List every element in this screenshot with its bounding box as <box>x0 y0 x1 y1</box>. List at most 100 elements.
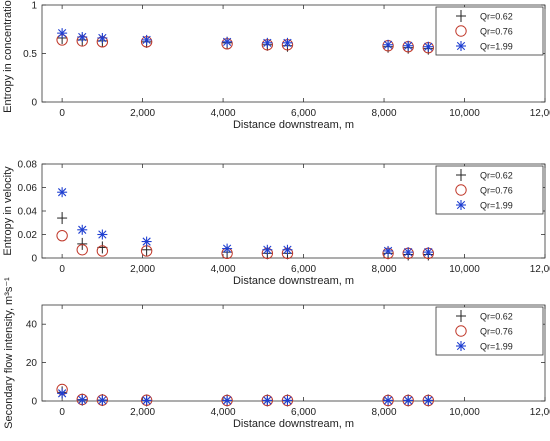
x-tick-label: 0 <box>59 264 65 275</box>
data-point <box>382 394 394 407</box>
x-tick-label: 0 <box>59 108 65 119</box>
legend: Qr=0.62 Qr=0.76 Qr=1.99 <box>435 165 544 215</box>
data-point <box>383 245 394 256</box>
x-tick-label: 6,000 <box>291 264 316 275</box>
data-point <box>423 395 434 406</box>
x-tick-label: 8,000 <box>372 264 397 275</box>
data-point <box>222 243 233 254</box>
data-point <box>262 244 273 255</box>
legend-marker <box>456 200 466 210</box>
y-tick-label: 0.02 <box>18 230 38 241</box>
data-point <box>97 395 108 406</box>
data-point <box>76 244 88 256</box>
y-axis-label: Entropy in concentration <box>2 0 14 113</box>
series-3 <box>57 187 434 258</box>
data-point <box>141 34 152 45</box>
legend: Qr=0.62 Qr=0.76 Qr=1.99 <box>435 6 544 56</box>
legend-marker <box>456 10 466 22</box>
data-point <box>282 395 293 406</box>
x-tick-label: 10,000 <box>449 407 480 418</box>
data-point <box>77 224 88 235</box>
x-tick-label: 8,000 <box>372 407 397 418</box>
data-point <box>221 394 233 407</box>
y-tick-label: 0 <box>31 98 37 109</box>
y-tick-label: 0 <box>31 254 37 265</box>
legend-label: Qr=0.62 <box>480 312 513 322</box>
legend-label: Qr=0.76 <box>480 327 513 337</box>
x-tick-label: 2,000 <box>130 264 155 275</box>
data-point <box>222 36 233 47</box>
x-tick-label: 0 <box>59 407 65 418</box>
data-point <box>57 187 68 198</box>
legend-marker <box>456 169 466 181</box>
legend: Qr=0.62 Qr=0.76 Qr=1.99 <box>435 306 544 356</box>
data-point <box>281 394 294 407</box>
data-point <box>96 394 109 406</box>
x-tick-label: 6,000 <box>291 407 316 418</box>
y-tick-label: 0.06 <box>18 183 38 194</box>
data-point <box>262 37 273 48</box>
legend-marker <box>456 310 466 322</box>
data-point <box>97 32 108 43</box>
legend-label: Qr=0.62 <box>480 171 513 181</box>
chart-panel-2: 0 2,000 4,000 6,000 8,000 10,000 12,000 0 0.02 0.… <box>2 160 550 288</box>
legend-label: Qr=0.76 <box>480 186 513 196</box>
y-axis-label: Entropy in velocity <box>2 166 14 256</box>
data-point <box>403 395 414 406</box>
x-tick-label: 4,000 <box>211 264 236 275</box>
legend-label: Qr=1.99 <box>480 342 513 352</box>
x-tick-label: 4,000 <box>211 108 236 119</box>
x-tick-label: 2,000 <box>130 108 155 119</box>
x-tick-label: 8,000 <box>372 108 397 119</box>
legend-marker <box>456 41 466 51</box>
x-axis-label: Distance downstream, m <box>233 275 354 287</box>
x-tick-label: 10,000 <box>449 264 480 275</box>
legend-label: Qr=0.62 <box>480 12 513 22</box>
data-point <box>423 41 434 52</box>
chart-panel-3: 0 2,000 4,000 6,000 8,000 10,000 12,000 0 20 40 Di… <box>3 277 550 430</box>
data-point <box>282 244 293 255</box>
legend-marker <box>455 184 467 196</box>
x-tick-label: 2,000 <box>130 407 155 418</box>
data-point <box>403 40 414 51</box>
legend-box <box>435 6 544 56</box>
x-tick-label: 4,000 <box>211 407 236 418</box>
data-point <box>57 28 68 39</box>
x-tick-label: 12,000 <box>530 264 550 275</box>
data-point <box>96 245 109 257</box>
data-point <box>383 39 394 50</box>
data-point <box>262 395 273 406</box>
legend-label: Qr=1.99 <box>480 201 513 211</box>
y-tick-label: 0.08 <box>18 160 38 171</box>
legend-marker <box>456 341 466 351</box>
data-point <box>383 395 394 406</box>
chart-panel-1: 0 2,000 4,000 6,000 8,000 10,000 12,000 0 0.5 1 Di… <box>2 0 550 131</box>
legend-marker <box>455 25 467 37</box>
y-tick-label: 20 <box>26 358 38 369</box>
data-point <box>56 229 68 242</box>
data-point <box>77 237 88 250</box>
series-2 <box>56 383 435 407</box>
y-tick-label: 0.5 <box>23 49 37 60</box>
y-axis-label: Secondary flow intensity, m³s⁻¹ <box>3 277 15 429</box>
data-point <box>77 394 88 405</box>
x-tick-label: 12,000 <box>530 407 550 418</box>
data-point <box>422 394 435 407</box>
series-3 <box>57 388 434 406</box>
legend-label: Qr=0.76 <box>480 27 513 37</box>
data-point <box>97 229 108 240</box>
data-point <box>282 37 293 48</box>
x-tick-label: 12,000 <box>530 108 550 119</box>
y-tick-label: 1 <box>31 1 37 12</box>
data-point <box>77 32 88 43</box>
x-tick-label: 10,000 <box>449 108 480 119</box>
x-axis-label: Distance downstream, m <box>233 418 354 430</box>
legend-label: Qr=1.99 <box>480 42 513 52</box>
data-point <box>57 212 68 225</box>
x-tick-label: 6,000 <box>291 108 316 119</box>
y-tick-label: 40 <box>26 320 38 331</box>
y-tick-label: 0 <box>31 397 37 408</box>
data-point <box>141 236 152 247</box>
x-axis-label: Distance downstream, m <box>233 119 354 131</box>
